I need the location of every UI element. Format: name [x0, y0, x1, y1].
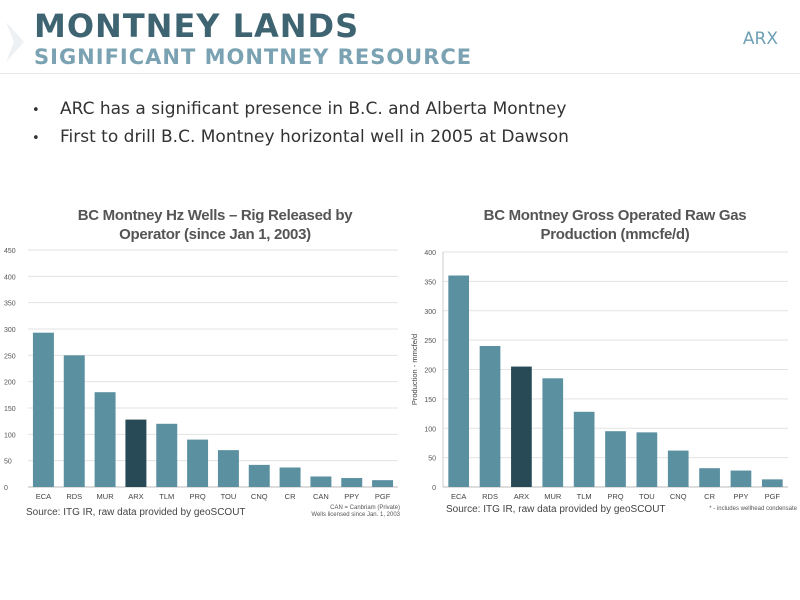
chart1-ytick-label: 250 — [4, 353, 16, 360]
chart2-bar — [573, 411, 595, 487]
chart2-bar — [605, 431, 626, 487]
chart2-xtick-label: RDS — [482, 492, 498, 501]
chart2-xtick-label: TOU — [639, 492, 655, 501]
chart1-bar — [63, 355, 85, 487]
page-title: MONTNEY LANDS — [34, 7, 360, 45]
chart2-xtick-label: ARX — [514, 492, 529, 501]
chart2-y-axis-label: Production - mmcfe/d — [410, 334, 419, 405]
chart1-svg: 0 50 100 150 200 250 300 350 400 450 ECA RDS MUR ARX T… — [4, 248, 398, 501]
chart1-ytick-label: 350 — [4, 301, 16, 308]
bullet-item: • ARC has a significant presence in B.C. … — [32, 96, 569, 124]
chart2-ytick-label: 150 — [424, 397, 436, 404]
chart2-ytick-label: 350 — [424, 279, 436, 286]
chart2-bar — [636, 432, 658, 487]
chart2-bar — [479, 346, 501, 487]
chart1-notes: CAN = Canbriam (Private) Wells licensed … — [311, 505, 400, 519]
chart1-title: BC Montney Hz Wells – Rig Released by Op… — [20, 206, 410, 244]
chart1-xtick-label: TOU — [221, 492, 237, 501]
chart1-ytick-label: 100 — [4, 432, 16, 439]
bullet-dot-icon: • — [32, 103, 40, 118]
chart1-ytick-label: 0 — [4, 485, 8, 492]
chart1-source: Source: ITG IR, raw data provided by geo… — [26, 507, 246, 518]
bullet-list: • ARC has a significant presence in B.C. … — [32, 96, 569, 152]
chart2-xtick-label: MUR — [544, 492, 562, 501]
chart2-bar — [542, 378, 564, 487]
chart1-xtick-label: PGF — [375, 492, 391, 501]
chart2-title-line: Production (mmcfe/d) — [540, 226, 690, 243]
chart1-ytick-label: 400 — [4, 274, 16, 281]
chart1-xtick-label: MUR — [97, 492, 115, 501]
chart1-bar — [187, 439, 209, 487]
chart2-bar — [730, 470, 752, 487]
chart2-ytick-label: 300 — [424, 309, 436, 316]
chart1-ytick-label: 50 — [4, 459, 12, 466]
chart2-xtick-label: PGF — [765, 492, 781, 501]
chart1-note: Wells licensed since Jan. 1, 2003 — [311, 512, 400, 518]
chart2-bar — [699, 468, 720, 487]
bullet-item: • First to drill B.C. Montney horizontal … — [32, 124, 569, 152]
chart2-ytick-label: 0 — [432, 485, 436, 492]
chart1-bar — [341, 478, 363, 487]
chart2-xtick-label: CNQ — [670, 492, 687, 501]
chart1-bar — [248, 464, 270, 487]
chart1-bar — [279, 467, 301, 487]
chart1-title-line: BC Montney Hz Wells – Rig Released by — [77, 207, 353, 224]
chart2-svg: 0 50 100 150 200 250 300 350 400 ECA RDS ARX MUR TLM P… — [410, 250, 788, 501]
bullet-text: First to drill B.C. Montney horizontal w… — [60, 127, 569, 147]
chart1-bar — [32, 332, 54, 487]
chart2-ytick-label: 50 — [428, 456, 436, 463]
chart1-ytick-label: 150 — [4, 406, 16, 413]
chart2-xtick-label: PRQ — [607, 492, 623, 501]
chart2-xtick-label: TLM — [577, 492, 592, 501]
chart2-source: Source: ITG IR, raw data provided by geo… — [446, 504, 666, 515]
chart2-bar — [448, 275, 470, 487]
header-divider — [0, 73, 800, 74]
bullet-dot-icon: • — [32, 131, 40, 146]
chart1-xtick-label: CR — [285, 492, 296, 501]
chart1-xtick-label: RDS — [66, 492, 82, 501]
chevron-icon — [6, 22, 24, 62]
chart2-ytick-label: 100 — [424, 426, 436, 433]
chart2-ytick-label: 200 — [424, 368, 436, 375]
chart1-title-line: Operator (since Jan 1, 2003) — [119, 226, 311, 243]
ticker-label: ARX — [742, 29, 778, 49]
chart1-ytick-label: 300 — [4, 327, 16, 334]
chart1-xtick-label: PRQ — [189, 492, 205, 501]
chart2-bar — [511, 366, 532, 487]
chart1-xtick-label: ARX — [128, 492, 143, 501]
chart1-bar — [125, 419, 147, 487]
chart1-xtick-label: CAN — [313, 492, 329, 501]
chart2-title-line: BC Montney Gross Operated Raw Gas — [483, 207, 747, 224]
bullet-text: ARC has a significant presence in B.C. a… — [60, 99, 567, 119]
page-subtitle: SIGNIFICANT MONTNEY RESOURCE — [34, 45, 473, 69]
chart1-ytick-label: 450 — [4, 248, 16, 255]
chart1-bar — [310, 476, 332, 487]
chart1-note: CAN = Canbriam (Private) — [330, 505, 400, 511]
chart2-note: * - includes wellhead condensate — [709, 506, 797, 512]
chart1-xtick-label: ECA — [36, 492, 51, 501]
chart2-ytick-label: 400 — [424, 250, 436, 257]
chart2-xtick-label: ECA — [451, 492, 466, 501]
chart2-title: BC Montney Gross Operated Raw Gas Produc… — [420, 206, 800, 244]
chart1-bar — [372, 480, 394, 487]
chart1-ytick-label: 200 — [4, 380, 16, 387]
chart2-xtick-label: PPY — [733, 492, 748, 501]
chart1-xtick-label: TLM — [159, 492, 174, 501]
chart1-xtick-label: PPY — [344, 492, 359, 501]
chart1-bar — [217, 450, 239, 487]
chart1-bar — [94, 392, 116, 487]
chart1-xtick-label: CNQ — [251, 492, 268, 501]
chart1-bar — [156, 423, 178, 487]
chart2-xtick-label: CR — [704, 492, 715, 501]
chart2-bar — [761, 479, 783, 487]
chart2-bar — [667, 450, 689, 487]
chart2-ytick-label: 250 — [424, 338, 436, 345]
